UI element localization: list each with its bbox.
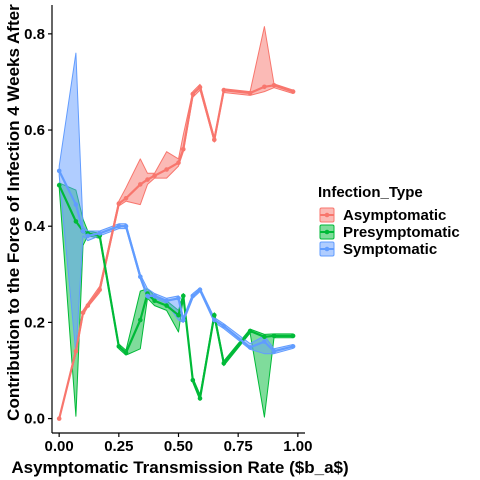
point-symptomatic — [247, 345, 253, 350]
point-asymptomatic — [152, 173, 157, 178]
legend: Infection_Type AsymptomaticPresymptomati… — [318, 184, 460, 258]
point-presymptomatic — [181, 293, 186, 299]
point-symptomatic — [212, 317, 217, 323]
point-symptomatic — [290, 344, 296, 349]
point-asymptomatic — [197, 84, 203, 90]
axes: 0.00 0.25 0.50 0.75 1.00 0.0 0.2 0.4 0.6 0.8 — [24, 5, 312, 455]
point-presymptomatic — [271, 333, 277, 339]
legend-label-presymptomatic: Presymptomatic — [343, 224, 460, 241]
point-asymptomatic — [123, 196, 129, 201]
point-presymptomatic — [116, 344, 122, 349]
point-symptomatic — [221, 323, 227, 329]
point-symptomatic — [152, 293, 157, 299]
band-symptomatic — [58, 52, 294, 355]
confidence-bands — [58, 26, 294, 420]
point-symptomatic — [164, 298, 169, 304]
x-axis-title: Asymptomatic Transmission Rate ($b_a$) — [11, 458, 348, 477]
legend-point-presymptomatic — [324, 229, 330, 235]
point-symptomatic — [123, 223, 129, 229]
point-presymptomatic — [138, 317, 143, 323]
x-tick-label: 1.00 — [283, 438, 312, 455]
point-presymptomatic — [56, 183, 62, 188]
y-axis-title: Contribution to the Force of Infection 4… — [4, 0, 23, 421]
x-tick-label: 0.75 — [224, 438, 253, 455]
point-asymptomatic — [85, 303, 91, 308]
point-asymptomatic — [145, 177, 150, 182]
point-symptomatic — [197, 287, 203, 293]
point-symptomatic — [85, 233, 91, 239]
series-points — [56, 83, 296, 421]
point-presymptomatic — [152, 298, 157, 304]
x-tick-label: 0.25 — [104, 438, 133, 455]
point-symptomatic — [271, 348, 277, 354]
y-tick-label: 0.0 — [24, 411, 45, 428]
point-asymptomatic — [73, 348, 79, 354]
point-asymptomatic — [221, 87, 227, 93]
point-symptomatic — [138, 274, 143, 280]
point-symptomatic — [262, 339, 267, 344]
point-presymptomatic — [176, 312, 181, 318]
x-tick-label: 0.00 — [45, 438, 74, 455]
y-tick-label: 0.2 — [24, 314, 45, 331]
y-tick-label: 0.6 — [24, 122, 45, 139]
x-tick-label: 0.50 — [164, 438, 193, 455]
point-presymptomatic — [73, 219, 79, 224]
point-symptomatic — [97, 231, 102, 236]
point-asymptomatic — [190, 91, 196, 97]
legend-label-asymptomatic: Asymptomatic — [343, 207, 446, 224]
point-symptomatic — [80, 228, 86, 234]
point-presymptomatic — [190, 377, 196, 383]
point-presymptomatic — [164, 303, 169, 308]
point-symptomatic — [176, 296, 181, 301]
point-asymptomatic — [97, 287, 102, 293]
point-asymptomatic — [181, 147, 186, 152]
point-asymptomatic — [212, 137, 217, 142]
y-tick-label: 0.4 — [24, 218, 46, 235]
point-asymptomatic — [116, 201, 122, 206]
y-tick-label: 0.8 — [24, 26, 45, 43]
point-symptomatic — [145, 293, 150, 299]
point-asymptomatic — [271, 83, 277, 88]
legend-point-symptomatic — [324, 246, 330, 252]
point-asymptomatic — [164, 167, 169, 172]
point-asymptomatic — [56, 416, 62, 421]
point-presymptomatic — [262, 334, 267, 340]
point-symptomatic — [181, 317, 186, 323]
legend-title: Infection_Type — [318, 184, 423, 201]
point-presymptomatic — [212, 312, 217, 318]
legend-label-symptomatic: Symptomatic — [343, 241, 437, 258]
point-asymptomatic — [290, 89, 296, 94]
point-presymptomatic — [247, 328, 253, 334]
point-asymptomatic — [176, 160, 181, 165]
point-symptomatic — [116, 223, 122, 229]
point-asymptomatic — [80, 310, 86, 316]
point-asymptomatic — [138, 182, 143, 187]
point-presymptomatic — [290, 333, 296, 339]
point-symptomatic — [56, 168, 62, 174]
point-presymptomatic — [197, 396, 203, 401]
point-asymptomatic — [262, 84, 267, 90]
point-presymptomatic — [123, 350, 129, 356]
point-presymptomatic — [221, 361, 227, 366]
point-symptomatic — [73, 202, 79, 207]
point-asymptomatic — [247, 90, 253, 96]
point-symptomatic — [190, 293, 196, 299]
legend-point-asymptomatic — [324, 212, 330, 218]
